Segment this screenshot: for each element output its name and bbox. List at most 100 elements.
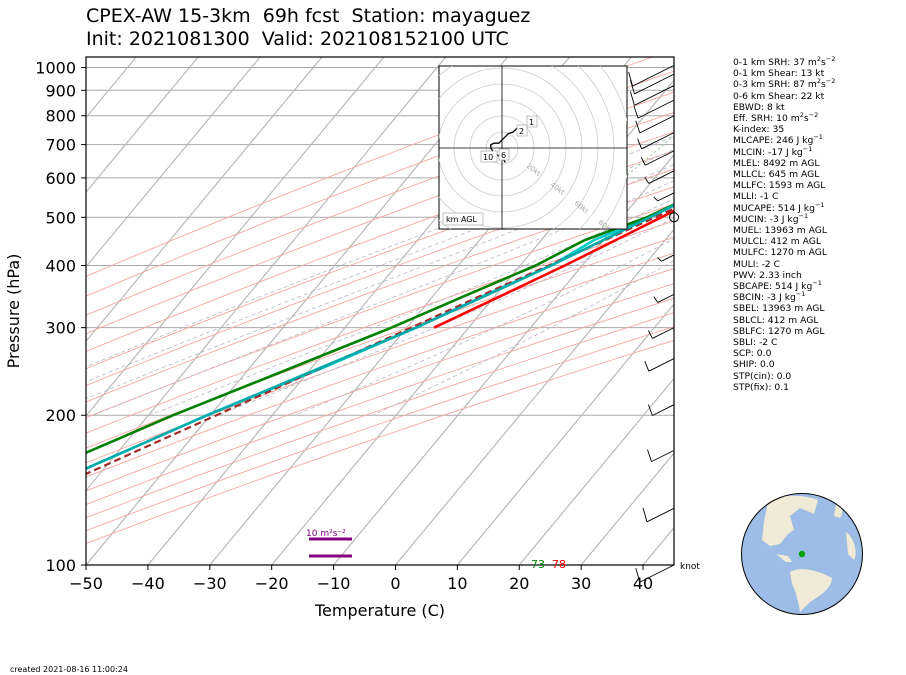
globe-outline	[741, 493, 863, 615]
index-row: MLEL: 8492 m AGL	[733, 157, 820, 169]
index-row: 0-1 km Shear: 13 kt	[733, 68, 825, 80]
dry-adiabat-line	[86, 252, 674, 464]
index-row: MLLFC: 1593 m AGL	[733, 180, 826, 192]
index-row: EBWD: 8 kt	[733, 101, 785, 113]
globe-land-south-america	[790, 569, 832, 612]
chart-title-line2: Init: 2021081300 Valid: 202108152100 UTC	[86, 28, 509, 50]
x-tick-label: −50	[69, 574, 103, 593]
hodograph-height-box	[526, 115, 538, 128]
dry-adiabat-line	[86, 203, 674, 419]
x-tick-label: 20	[509, 574, 529, 593]
index-row: PWV: 2.33 inch	[733, 269, 802, 281]
index-row: MLLCL: 645 m AGL	[733, 169, 820, 181]
wind-barb-shaft	[639, 115, 675, 134]
mixing-ratio-line	[836, 68, 906, 178]
wind-barb-shaft	[651, 449, 675, 463]
index-row: Eff. SRH: 10 m2s−2	[733, 110, 819, 125]
x-tick-label: −20	[255, 574, 289, 593]
isotherm-line	[86, 57, 261, 268]
dry-adiabat-line	[86, 268, 674, 478]
surface-temperature-label: 78	[552, 558, 566, 571]
index-row: 0-1 km SRH: 37 m2s−2	[733, 54, 836, 68]
x-tick-label: 30	[571, 574, 591, 593]
index-row: K-index: 35	[733, 124, 785, 136]
wind-barb-flag	[629, 91, 635, 106]
series-line-4	[86, 203, 674, 470]
wind-barb-flag	[647, 330, 653, 339]
isotherm-line	[86, 57, 509, 565]
index-row: SBCAPE: 514 J kg−1	[733, 279, 822, 293]
hodograph-height-label: 10	[483, 153, 493, 162]
indices-panel: 0-1 km SRH: 37 m2s−2 0-1 km Shear: 13 kt 0…	[733, 54, 836, 393]
wind-barb-shaft	[641, 132, 675, 150]
isotherm-line	[86, 57, 385, 417]
index-row: MLCAPE: 246 J kg−1	[733, 133, 823, 147]
index-row: MUCAPE: 514 J kg−1	[733, 200, 825, 214]
index-row: MUEL: 13963 m AGL	[733, 225, 827, 237]
hodograph-height-label: 1	[529, 118, 534, 127]
wind-barb-flag	[640, 157, 646, 166]
wind-barb-flag	[647, 449, 652, 462]
x-tick-label: 40	[633, 574, 653, 593]
moist-adiabat-line	[86, 135, 674, 368]
dry-adiabat-line	[86, 220, 674, 434]
hodograph-height-label: 6	[501, 151, 506, 160]
wind-barb-shaft	[634, 73, 675, 95]
index-row: MULCL: 412 m AGL	[733, 236, 822, 248]
created-timestamp: created 2021-08-16 11:00:24	[10, 665, 128, 674]
wind-barb-shaft	[652, 404, 675, 416]
dry-adiabat-line	[86, 283, 674, 492]
isotherm-line	[580, 452, 674, 565]
index-row: MULI: -2 C	[733, 258, 780, 270]
index-row: STP(cin): 0.0	[733, 370, 792, 382]
wind-barb-flag	[642, 507, 648, 522]
moist-adiabat-line	[372, 260, 674, 416]
wind-barb-flag	[637, 138, 643, 149]
index-row: SBLCL: 412 m AGL	[733, 314, 819, 326]
y-tick-label: 200	[45, 406, 76, 425]
wind-barb-flag	[635, 567, 641, 583]
wind-barb-shaft	[632, 64, 675, 87]
barb-unit-label: knot	[680, 562, 700, 572]
index-row: SBEL: 13963 m AGL	[733, 303, 825, 315]
dry-adiabat-line	[86, 326, 674, 532]
index-row: MLCIN: -17 J kg−1	[733, 144, 813, 158]
y-tick-label: 700	[45, 136, 76, 155]
y-tick-label: 500	[45, 208, 76, 227]
isotherm-line	[456, 303, 674, 565]
isotherm-line	[518, 377, 674, 565]
station-marker	[798, 550, 806, 558]
isotherm-line	[86, 57, 447, 492]
wind-barb-flag	[657, 256, 662, 262]
x-tick-label: −40	[131, 574, 165, 593]
index-row: 0-3 km SRH: 87 m2s−2	[733, 77, 836, 91]
surface-dewpoint-label: 73	[531, 558, 545, 571]
isotherm-line	[86, 57, 323, 343]
axes: −50 −40 −30 −20 −10 0 10 20 30 40 100 200 300 400 500 6…	[35, 59, 653, 593]
moist-adiabat-line	[149, 198, 674, 416]
index-row: SHIP: 0.0	[733, 359, 775, 371]
hodograph-height-box	[498, 148, 510, 161]
y-tick-label: 1000	[35, 59, 76, 78]
wind-barb-shaft	[646, 507, 675, 523]
y-tick-label: 300	[45, 319, 76, 338]
srh-bar-label: 10 m²s⁻²	[306, 529, 346, 539]
index-row: SBCIN: -3 J kg−1	[733, 290, 806, 304]
wind-barb-shaft	[644, 150, 675, 166]
wind-barb-shaft	[648, 358, 675, 372]
wind-barb-shaft	[648, 170, 675, 184]
y-tick-label: 800	[45, 107, 76, 126]
isotherm-line	[395, 228, 674, 565]
globe-land-africa	[846, 532, 856, 560]
y-axis-label: Pressure (hPa)	[4, 254, 23, 369]
hodograph-legend-box	[442, 212, 484, 226]
wind-barb-flag	[644, 361, 650, 372]
mixing-ratio-line	[623, 135, 674, 179]
series-line-0	[433, 209, 674, 329]
dry-adiabat-line	[86, 91, 674, 316]
dry-adiabat-line	[86, 339, 674, 545]
hodograph-ring-label: 80kt	[597, 218, 615, 234]
y-tick-label: 900	[45, 81, 76, 100]
index-row: MUCIN: -3 J kg−1	[733, 211, 809, 225]
